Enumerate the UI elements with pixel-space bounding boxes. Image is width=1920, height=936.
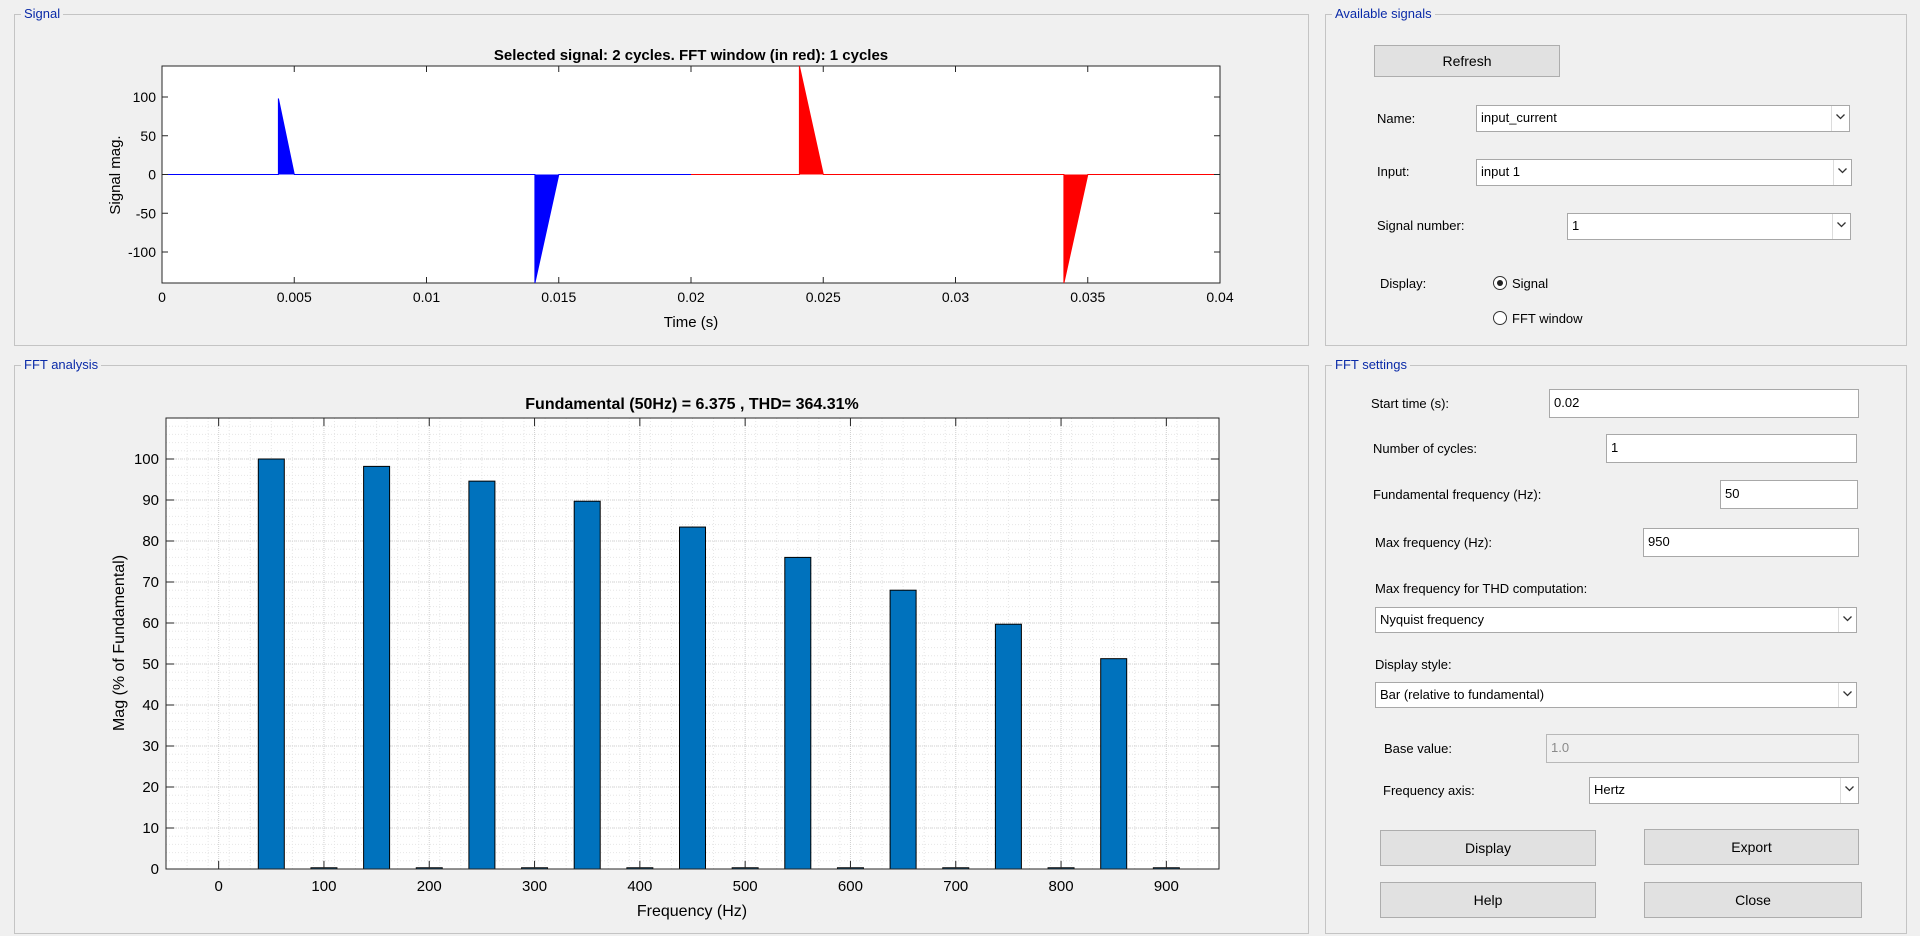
chevron-down-icon[interactable] — [1840, 778, 1858, 803]
signal-x-tick-label: 0 — [158, 289, 166, 305]
signal-number-dropdown[interactable]: 1 — [1567, 213, 1851, 240]
radio-fft-window[interactable] — [1493, 311, 1507, 325]
chevron-down-icon[interactable] — [1838, 683, 1856, 707]
signal-x-tick-label: 0.035 — [1070, 289, 1105, 305]
start-time-field[interactable]: 0.02 — [1549, 389, 1859, 418]
chevron-down-icon[interactable] — [1831, 106, 1849, 131]
signal-panel-title: Signal — [21, 6, 64, 22]
signal-y-tick-label: -50 — [136, 205, 156, 221]
radio-selected-dot — [1497, 280, 1503, 286]
display-button[interactable]: Display — [1380, 830, 1596, 866]
chevron-down-icon[interactable] — [1832, 214, 1850, 239]
display-style-label: Display style: — [1375, 657, 1452, 672]
export-button[interactable]: Export — [1644, 829, 1859, 865]
name-dropdown-value: input_current — [1481, 110, 1557, 125]
display-label: Display: — [1380, 276, 1427, 291]
frequency-axis-label: Frequency axis: — [1383, 783, 1475, 798]
signal-number-dropdown-value: 1 — [1572, 218, 1580, 233]
name-dropdown[interactable]: input_current — [1476, 105, 1850, 132]
thd-max-frequency-label: Max frequency for THD computation: — [1375, 581, 1588, 596]
fft-settings-panel-title: FFT settings — [1332, 357, 1411, 373]
signal-y-tick-label: 50 — [140, 128, 156, 144]
name-label: Name: — [1377, 111, 1416, 126]
chevron-down-icon[interactable] — [1833, 160, 1851, 185]
signal-x-tick-label: 0.03 — [942, 289, 969, 305]
signal-plot: 0 0.005 0.01 0.015 0.02 0.025 0.03 0.035 0.04 100… — [107, 47, 1234, 331]
signal-y-tick-label: 0 — [148, 167, 156, 183]
fundamental-frequency-field[interactable]: 50 — [1720, 480, 1858, 509]
max-frequency-field[interactable]: 950 — [1643, 528, 1859, 557]
signal-y-tick-label: -100 — [128, 244, 156, 260]
signal-plot-title: Selected signal: 2 cycles. FFT window (i… — [494, 47, 888, 64]
fft-analysis-panel: FFT analysis — [14, 357, 1309, 934]
fundamental-frequency-label: Fundamental frequency (Hz): — [1373, 487, 1542, 502]
thd-max-frequency-dropdown[interactable]: Nyquist frequency — [1375, 607, 1857, 633]
close-button[interactable]: Close — [1644, 882, 1862, 918]
signal-number-label: Signal number: — [1377, 218, 1465, 233]
signal-x-tick-label: 0.005 — [277, 289, 312, 305]
signal-x-tick-label: 0.04 — [1206, 289, 1233, 305]
fft-analysis-panel-title: FFT analysis — [21, 357, 102, 373]
refresh-button[interactable]: Refresh — [1374, 45, 1560, 77]
signal-plot-ylabel: Signal mag. — [107, 135, 124, 214]
frequency-axis-value: Hertz — [1594, 782, 1626, 797]
display-style-value: Bar (relative to fundamental) — [1380, 687, 1545, 702]
input-label: Input: — [1377, 164, 1410, 179]
input-dropdown-value: input 1 — [1481, 164, 1521, 179]
display-style-dropdown[interactable]: Bar (relative to fundamental) — [1375, 682, 1857, 708]
signal-x-tick-label: 0.02 — [677, 289, 704, 305]
number-of-cycles-label: Number of cycles: — [1373, 441, 1478, 456]
radio-fft-window-label[interactable]: FFT window — [1512, 311, 1583, 326]
signal-plot-xlabel: Time (s) — [664, 314, 718, 331]
signal-x-tick-label: 0.025 — [806, 289, 841, 305]
help-button[interactable]: Help — [1380, 882, 1596, 918]
signal-series-line-0 — [162, 98, 691, 284]
input-dropdown[interactable]: input 1 — [1476, 159, 1852, 186]
radio-signal[interactable] — [1493, 276, 1507, 290]
number-of-cycles-field[interactable]: 1 — [1606, 434, 1857, 463]
radio-signal-label[interactable]: Signal — [1512, 276, 1549, 291]
start-time-label: Start time (s): — [1371, 396, 1450, 411]
thd-max-frequency-value: Nyquist frequency — [1380, 612, 1485, 627]
base-value-field: 1.0 — [1546, 734, 1859, 763]
signal-x-tick-label: 0.01 — [413, 289, 440, 305]
signal-series-line-1 — [691, 65, 1220, 284]
signal-y-tick-label: 100 — [133, 89, 157, 105]
signal-x-tick-label: 0.015 — [541, 289, 576, 305]
frequency-axis-dropdown[interactable]: Hertz — [1589, 777, 1859, 804]
max-frequency-label: Max frequency (Hz): — [1375, 535, 1493, 550]
available-signals-panel-title: Available signals — [1332, 6, 1435, 22]
base-value-label: Base value: — [1384, 741, 1452, 756]
chevron-down-icon[interactable] — [1838, 608, 1856, 632]
